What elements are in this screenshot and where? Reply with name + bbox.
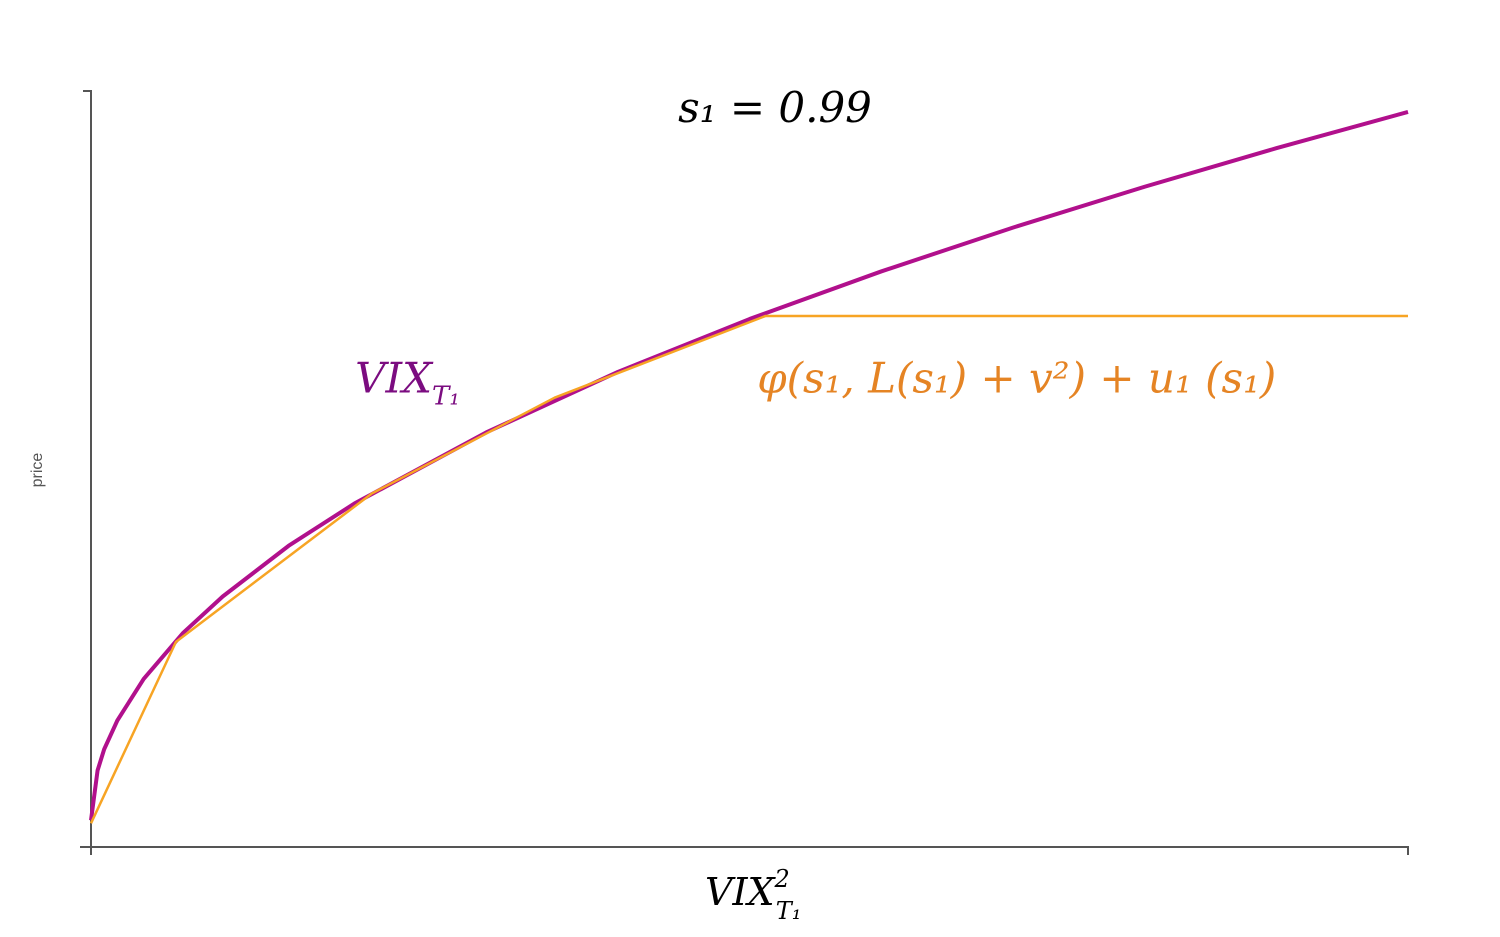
series-line [89,109,1409,821]
annotation: φ(s₁, L(s₁) + v²) + u₁ (s₁) [757,353,1276,402]
y-axis-label: price [29,453,46,488]
annotation: VIXT₁ [355,353,460,411]
x-label-base: VIX [705,870,776,914]
annotation-sub: T₁ [432,381,460,411]
plot-area: VIXT₁ φ(s₁, L(s₁) + v²) + u₁ (s₁) [89,109,1409,824]
x-axis-label: VIX2 T₁ [705,865,801,925]
series-line [89,314,1408,824]
x-label-sup: 2 [774,865,790,893]
x-label-sub: T₁ [776,897,802,925]
annotation-base: VIX [355,353,434,402]
annotation-base: φ(s₁, L(s₁) + v²) + u₁ (s₁) [757,353,1276,402]
chart-title: s₁ = 0.99 [678,83,872,132]
